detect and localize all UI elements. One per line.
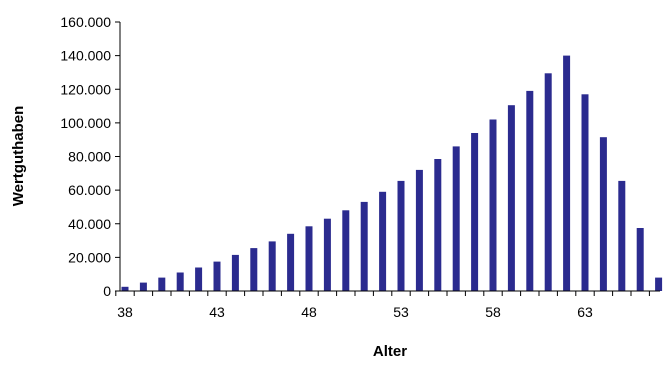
y-tick-label-0: 0 <box>103 283 111 299</box>
x-axis-title: Alter <box>373 343 407 360</box>
bar-54 <box>415 169 423 291</box>
x-tick-label-53: 53 <box>393 304 409 320</box>
bar-45 <box>250 248 258 291</box>
bar-64 <box>599 137 607 291</box>
y-tick-label-4: 80.000 <box>68 149 111 165</box>
bar-67 <box>655 277 663 291</box>
bar-46 <box>268 241 276 291</box>
y-tick-label-3: 60.000 <box>68 182 111 198</box>
y-tick-label-2: 40.000 <box>68 216 111 232</box>
x-tick-label-43: 43 <box>209 304 225 320</box>
bar-50 <box>342 210 350 291</box>
bar-59 <box>507 105 515 291</box>
bar-57 <box>471 133 479 291</box>
bar-49 <box>323 218 331 291</box>
bar-66 <box>636 228 644 291</box>
y-tick-label-7: 140.000 <box>60 48 111 64</box>
bar-47 <box>287 233 295 291</box>
bar-65 <box>618 180 626 291</box>
bar-56 <box>452 146 460 291</box>
bar-42 <box>195 267 203 291</box>
bar-43 <box>213 261 221 291</box>
bar-48 <box>305 226 313 291</box>
y-axis-title: Wertguthaben <box>10 106 27 207</box>
bar-39 <box>139 282 147 291</box>
y-tick-label-8: 160.000 <box>60 14 111 30</box>
bar-41 <box>176 272 184 291</box>
x-tick-label-38: 38 <box>117 304 133 320</box>
bar-60 <box>526 90 534 292</box>
bar-51 <box>360 201 368 291</box>
bar-44 <box>231 254 239 291</box>
x-tick-label-48: 48 <box>301 304 317 320</box>
x-tick-label-63: 63 <box>577 304 593 320</box>
bar-61 <box>544 73 552 291</box>
x-tick-label-58: 58 <box>485 304 501 320</box>
bar-53 <box>397 180 405 291</box>
y-tick-label-6: 120.000 <box>60 81 111 97</box>
bar-62 <box>563 55 571 291</box>
bar-52 <box>379 191 387 291</box>
bar-63 <box>581 94 589 291</box>
bar-58 <box>489 119 497 291</box>
bar-38 <box>121 286 129 291</box>
bar-55 <box>434 159 442 291</box>
y-tick-label-5: 100.000 <box>60 115 111 131</box>
bar-40 <box>158 277 166 291</box>
y-tick-label-1: 20.000 <box>68 249 111 265</box>
